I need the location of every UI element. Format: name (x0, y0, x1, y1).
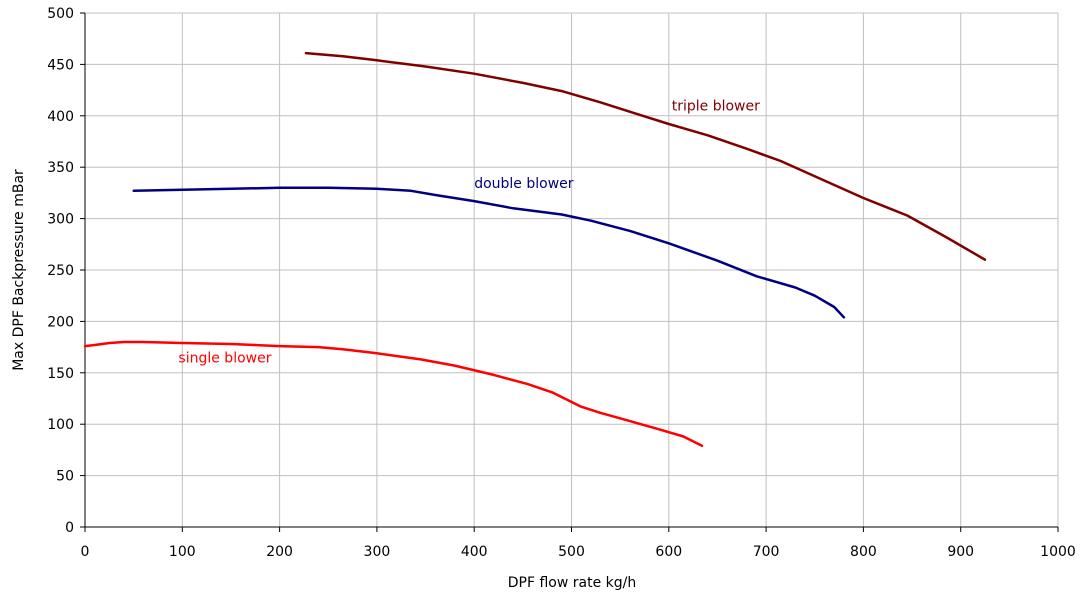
y-tick-label: 250 (47, 263, 74, 279)
x-tick-label: 300 (364, 544, 391, 560)
x-tick-label: 800 (850, 544, 877, 560)
series-line-double-blower (132, 186, 846, 319)
y-tick-label: 400 (47, 109, 74, 125)
y-tick-label: 450 (47, 57, 74, 73)
x-tick-label: 0 (81, 544, 90, 560)
y-tick-label: 200 (47, 314, 74, 330)
x-axis-title: DPF flow rate kg/h (508, 575, 636, 591)
x-tick-label: 200 (266, 544, 293, 560)
grid (85, 12, 1059, 527)
series-group (83, 51, 987, 448)
ticks: 0 100 200 300 400 500 600 700 800 900 1000 0 50 100 15… (47, 6, 1076, 560)
y-tick-label: 300 (47, 212, 74, 228)
series-labels: single blower double blower triple blower (178, 99, 760, 367)
y-tick-label: 350 (47, 160, 74, 176)
x-tick-label: 700 (753, 544, 780, 560)
x-tick-label: 900 (947, 544, 974, 560)
y-tick-label: 0 (65, 520, 74, 536)
y-axis-title: Max DPF Backpressure mBar (11, 169, 27, 371)
x-tick-label: 1000 (1040, 544, 1076, 560)
series-line-triple-blower (304, 51, 987, 261)
y-tick-label: 150 (47, 366, 74, 382)
series-label-triple-blower: triple blower (672, 99, 760, 115)
y-tick-label: 500 (47, 6, 74, 22)
x-tick-label: 100 (169, 544, 196, 560)
x-tick-label: 600 (655, 544, 682, 560)
y-tick-label: 50 (56, 469, 74, 485)
x-tick-label: 500 (558, 544, 585, 560)
x-tick-label: 400 (461, 544, 488, 560)
series-line-single-blower (83, 340, 704, 448)
series-label-double-blower: double blower (474, 176, 574, 192)
y-tick-label: 100 (47, 417, 74, 433)
series-label-single-blower: single blower (178, 351, 271, 367)
